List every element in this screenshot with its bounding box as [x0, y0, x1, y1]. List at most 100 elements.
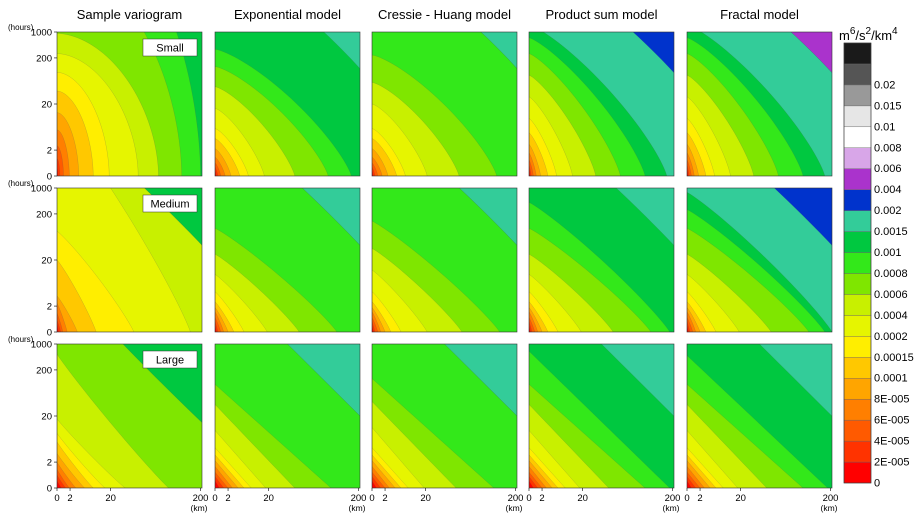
panel-5-3 [687, 344, 832, 488]
panel-1-2 [57, 188, 202, 332]
legend-swatch [843, 84, 872, 107]
y-axis-unit: (hours) [8, 23, 34, 32]
row-label-box [142, 350, 198, 369]
legend-level-label: 2E-005 [874, 457, 909, 469]
x-tick-label: 20 [105, 493, 116, 504]
panel-frame [528, 187, 675, 333]
x-tick-label: 200 [351, 493, 367, 504]
panel-frame [371, 343, 518, 489]
row-label: Medium [150, 199, 189, 211]
legend-level-label: 0.0008 [874, 268, 908, 280]
legend-frame [843, 42, 872, 484]
x-axis-unit: (km) [191, 503, 208, 513]
legend-swatch [843, 189, 872, 211]
panel-5-2 [687, 188, 832, 332]
panel-frame [686, 31, 833, 177]
x-tick-label: 2 [382, 493, 387, 504]
y-axis-unit: (hours) [8, 179, 34, 188]
legend-swatch [843, 315, 872, 337]
legend-swatch [843, 105, 872, 128]
legend-swatch [843, 336, 872, 358]
y-tick-label: 20 [41, 256, 52, 267]
legend-unit-part: 4 [892, 26, 898, 37]
legend-level-label: 0.02 [874, 79, 895, 91]
legend-swatch [843, 231, 872, 253]
legend-swatch [843, 378, 872, 400]
legend-unit-part: /km [871, 28, 892, 43]
x-tick-label: 0 [684, 493, 689, 504]
x-axis-unit: (km) [349, 503, 366, 513]
column-title: Exponential model [234, 7, 341, 22]
legend-level-label: 0.0002 [874, 331, 908, 343]
legend-swatch [843, 461, 872, 484]
x-tick-label: 200 [665, 493, 681, 504]
legend-swatch [843, 126, 872, 148]
x-tick-label: 20 [420, 493, 431, 504]
x-axis-unit: (km) [821, 503, 838, 513]
panel-5-1 [687, 32, 832, 176]
row-label: Small [156, 43, 184, 55]
y-tick-label: 20 [41, 100, 52, 111]
x-tick-label: 200 [508, 493, 524, 504]
panel-frame [528, 343, 675, 489]
legend-swatch [843, 42, 872, 65]
legend-level-label: 0.0015 [874, 226, 908, 238]
y-tick-label: 0 [47, 172, 52, 183]
legend-level-label: 0.0006 [874, 289, 908, 301]
y-tick-label: 200 [36, 365, 52, 376]
x-axis-unit: (km) [506, 503, 523, 513]
legend-unit-part: 2 [866, 26, 872, 37]
x-tick-label: 20 [577, 493, 588, 504]
x-tick-label: 0 [526, 493, 531, 504]
x-tick-label: 2 [697, 493, 702, 504]
legend-swatch [843, 357, 872, 379]
x-tick-label: 20 [263, 493, 274, 504]
legend-swatch [843, 168, 872, 190]
column-title: Sample variogram [77, 7, 183, 22]
x-tick-label: 0 [369, 493, 374, 504]
legend-level-label: 8E-005 [874, 394, 909, 406]
x-tick-label: 2 [225, 493, 230, 504]
legend-level-label: 0.001 [874, 247, 902, 259]
legend-unit: m6/s2/km4 [839, 26, 898, 43]
x-axis-unit: (km) [663, 503, 680, 513]
column-title: Fractal model [720, 7, 799, 22]
panel-frame [686, 187, 833, 333]
panel-frame [214, 187, 361, 333]
panel-frame [214, 343, 361, 489]
legend-unit-part: /s [855, 28, 866, 43]
legend-swatch [843, 63, 872, 86]
y-tick-label: 200 [36, 53, 52, 64]
legend-swatch [843, 147, 872, 169]
x-tick-label: 2 [67, 493, 72, 504]
y-tick-label: 1000 [31, 340, 52, 351]
x-tick-label: 0 [54, 493, 59, 504]
panel-frame [686, 343, 833, 489]
x-tick-label: 0 [212, 493, 217, 504]
y-tick-label: 2 [47, 302, 52, 313]
panel-frame [371, 187, 518, 333]
legend-level-label: 0.00015 [874, 352, 914, 364]
legend-level-label: 0.0004 [874, 310, 908, 322]
y-tick-label: 2 [47, 458, 52, 469]
legend-unit-part: m [839, 28, 850, 43]
y-tick-label: 1000 [31, 28, 52, 39]
row-label-box [142, 38, 198, 57]
panel-1-1 [57, 32, 202, 176]
y-tick-label: 1000 [31, 184, 52, 195]
legend-swatch [843, 294, 872, 316]
panel-3-3 [372, 344, 517, 488]
legend-level-label: 0.0001 [874, 373, 908, 385]
row-label: Large [156, 355, 184, 367]
panel-3-2 [372, 188, 517, 332]
y-tick-label: 20 [41, 412, 52, 423]
x-tick-label: 2 [539, 493, 544, 504]
panel-frame [371, 31, 518, 177]
x-tick-label: 200 [823, 493, 839, 504]
y-tick-label: 2 [47, 146, 52, 157]
legend-level-label: 0.004 [874, 184, 902, 196]
panel-frame [528, 31, 675, 177]
panel-4-3 [529, 344, 674, 488]
y-tick-label: 0 [47, 328, 52, 339]
